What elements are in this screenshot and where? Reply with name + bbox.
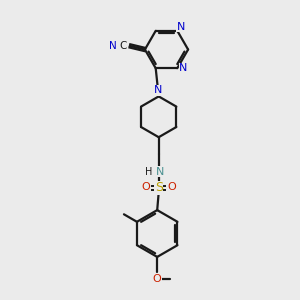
Text: N: N: [154, 85, 162, 95]
Text: S: S: [155, 182, 163, 194]
Text: O: O: [167, 182, 176, 192]
Text: H: H: [146, 167, 153, 177]
Text: N: N: [156, 167, 164, 177]
Text: N: N: [179, 63, 188, 73]
Text: N: N: [177, 22, 185, 32]
Text: C: C: [120, 41, 127, 51]
Text: O: O: [142, 182, 151, 192]
Text: N: N: [109, 41, 116, 51]
Text: O: O: [153, 274, 162, 284]
